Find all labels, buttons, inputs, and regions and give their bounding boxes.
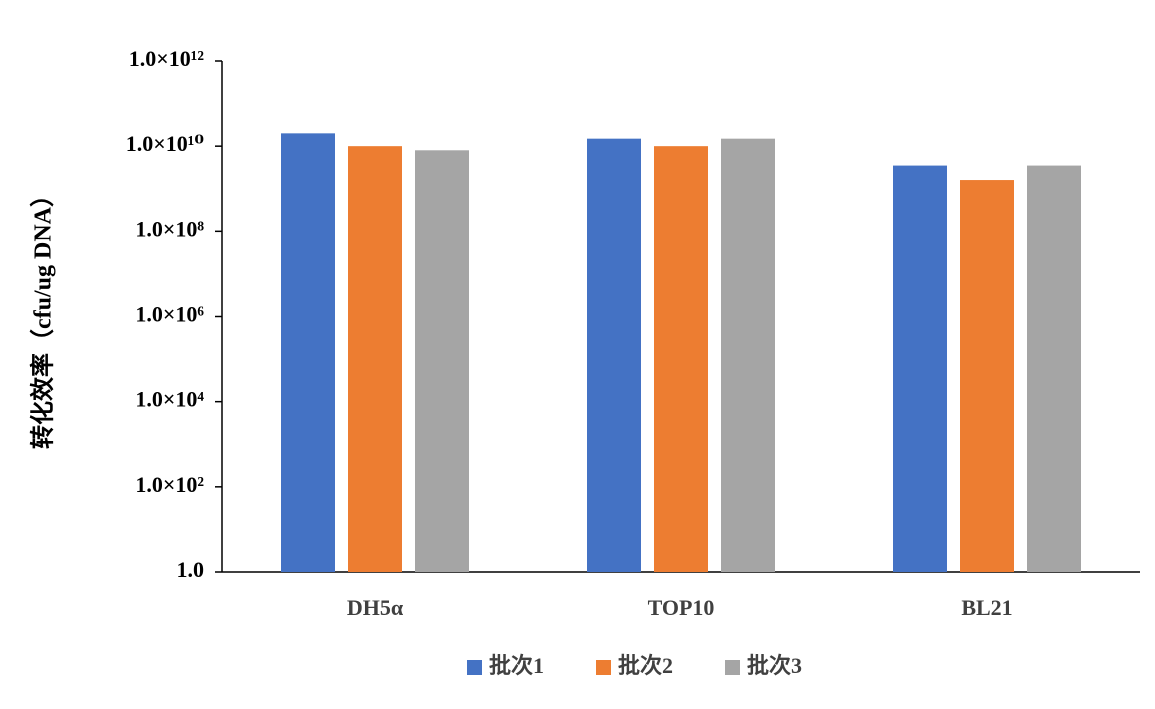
- bar: [721, 138, 775, 572]
- y-tick-label: 1.0×10²: [135, 472, 204, 497]
- bar: [415, 150, 469, 573]
- y-tick-label: 1.0: [177, 557, 205, 582]
- y-axis-title: 转化效率（cfu/ug DNA）: [29, 183, 57, 449]
- x-tick-label: DH5α: [347, 595, 404, 620]
- bar: [893, 165, 947, 572]
- legend-label: 批次3: [747, 653, 802, 678]
- legend-swatch: [467, 660, 482, 675]
- y-tick-label: 1.0×10⁸: [135, 216, 204, 241]
- legend-label: 批次2: [618, 653, 673, 678]
- bar: [587, 138, 641, 572]
- bar: [281, 133, 335, 572]
- y-tick-label: 1.0×10⁴: [135, 387, 204, 412]
- bar: [348, 146, 402, 572]
- legend-swatch: [596, 660, 611, 675]
- legend-swatch: [725, 660, 740, 675]
- y-tick-label: 1.0×10¹⁰: [126, 131, 205, 156]
- bar: [960, 180, 1014, 572]
- y-tick-label: 1.0×10¹²: [129, 46, 205, 71]
- bar: [654, 146, 708, 572]
- x-tick-label: BL21: [961, 595, 1012, 620]
- x-tick-label: TOP10: [648, 595, 715, 620]
- y-tick-label: 1.0×10⁶: [135, 302, 204, 327]
- bar: [1027, 165, 1081, 572]
- legend-label: 批次1: [489, 653, 544, 678]
